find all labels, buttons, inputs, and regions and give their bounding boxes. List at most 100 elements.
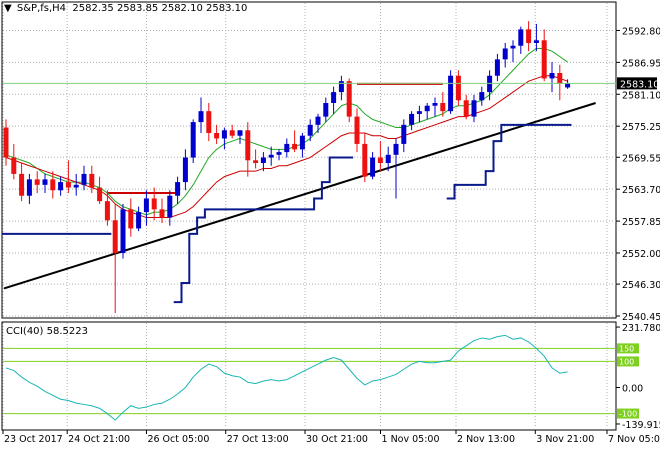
candle-body [221, 130, 227, 139]
candle-body [377, 157, 383, 163]
price-tick-label: 2569.55 [622, 153, 660, 164]
chart-header: ▼ S&P,fs,H4 2582.35 2583.85 2582.10 2583… [4, 3, 247, 14]
candle-body [128, 209, 134, 229]
candle-body [338, 81, 344, 93]
candle-body [299, 135, 305, 150]
cci-tick-label: 150 [619, 344, 634, 353]
candle-body [89, 173, 95, 188]
candle-body [58, 182, 64, 191]
candle-body [440, 103, 446, 112]
candle-body [198, 111, 204, 123]
candle-body [424, 105, 430, 112]
candle-body [182, 157, 188, 183]
price-tick-label: 2575.25 [622, 122, 660, 133]
price-tick-label: 2592.80 [622, 26, 660, 37]
candle-body [323, 103, 329, 117]
candle-body [448, 75, 454, 112]
last-price-box [617, 77, 657, 90]
price-tick-label: 2546.30 [622, 280, 660, 291]
candle-body [253, 160, 259, 163]
cci-header: CCI(40) 58.5223 [6, 326, 88, 337]
cci-level-box [617, 343, 639, 354]
candle-body [276, 152, 282, 155]
candle-body [565, 83, 571, 88]
candle-body [502, 48, 508, 60]
cci-level-box [617, 356, 639, 367]
ohlc-readout: 2582.35 2583.85 2582.10 2583.10 [72, 3, 248, 14]
candle-body [463, 100, 469, 117]
candle-body [416, 111, 422, 114]
price-panel-frame [1, 1, 617, 319]
candle-body [260, 157, 266, 163]
candle-body [409, 113, 415, 125]
price-tick-label: 2586.95 [622, 58, 660, 69]
candle-body [81, 173, 87, 185]
candle-body [190, 122, 196, 158]
candle-body [159, 209, 165, 218]
price-tick-label: 2581.10 [622, 90, 660, 101]
cci-level-box [617, 408, 639, 419]
candle-body [136, 212, 142, 229]
price-tick-label: 2540.45 [622, 312, 660, 323]
candle-body [175, 182, 181, 196]
time-tick-label: 3 Nov 21:00 [536, 434, 594, 445]
candle-body [479, 92, 485, 101]
candle-body [370, 157, 376, 177]
candle-body [112, 220, 118, 253]
cci-panel-frame [1, 321, 617, 431]
time-tick-label: 26 Oct 05:00 [147, 434, 209, 445]
cci-tick-label: 0.00 [622, 383, 643, 394]
candle-body [518, 29, 524, 46]
ma-green-line [5, 47, 568, 216]
candle-body [494, 59, 500, 76]
candle-body [65, 182, 71, 188]
trend-line [3, 102, 596, 290]
candle-body [151, 198, 157, 210]
candle-body [471, 100, 477, 117]
time-tick-label: 23 Oct 2017 [4, 434, 63, 445]
candle-body [50, 179, 56, 191]
candle-body [455, 75, 461, 101]
cci-tick-label: 100 [619, 357, 634, 366]
candle-body [268, 154, 274, 158]
candle-body [245, 130, 251, 161]
time-tick-label: 27 Oct 13:00 [227, 434, 289, 445]
candle-body [229, 130, 235, 136]
candle-body [237, 130, 243, 136]
step-indicator-line [2, 123, 572, 304]
candle-body [533, 40, 539, 43]
time-tick-label: 1 Nov 05:00 [382, 434, 440, 445]
candle-body [510, 45, 516, 49]
candle-body [104, 201, 110, 221]
dropdown-triangle-icon[interactable]: ▼ [4, 3, 12, 14]
candle-body [541, 40, 547, 79]
candle-body [42, 179, 48, 185]
time-tick-label: 30 Oct 21:00 [306, 434, 368, 445]
cci-tick-label: -139.9154 [622, 420, 660, 431]
candle-body [167, 195, 173, 218]
candle-body [206, 111, 212, 133]
candle-body [526, 29, 532, 43]
candle-body [120, 209, 126, 253]
candle-body [487, 75, 493, 93]
candle-body [97, 187, 103, 202]
symbol-label: S&P,fs,H4 [16, 3, 67, 14]
cci-tick-label: 231.7804 [622, 323, 660, 334]
last-price-label: 2583.10 [620, 79, 659, 90]
candle-body [401, 124, 407, 144]
candle-body [385, 154, 391, 163]
candle-body [549, 73, 555, 79]
time-tick-label: 24 Oct 21:00 [68, 434, 130, 445]
candle-body [432, 103, 438, 106]
candle-body [354, 116, 360, 144]
candle-body [11, 157, 17, 174]
cci-tick-label: -100 [619, 410, 637, 419]
candle-body [26, 179, 32, 196]
candle-body [315, 116, 321, 125]
price-tick-label: 2563.70 [622, 185, 660, 196]
price-tick-label: 2552.00 [622, 249, 660, 260]
candle-body [143, 198, 149, 213]
price-tick-label: 2557.85 [622, 217, 660, 228]
